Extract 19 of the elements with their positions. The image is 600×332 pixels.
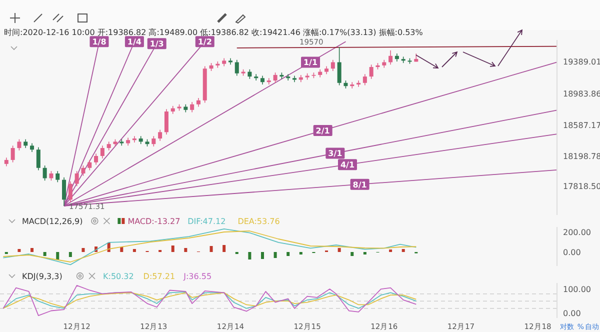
series-label: K:50.32 — [103, 272, 134, 281]
chart-title: MACD(12,26,9) — [22, 217, 83, 226]
legend-label: MACD:-13.27 — [128, 217, 180, 226]
y-tick-label: 0.00 — [563, 308, 581, 318]
series-label: DEA:53.76 — [238, 217, 280, 226]
series-label: 2/1 — [316, 126, 330, 136]
y-tick-label: 200.00 — [563, 228, 591, 237]
chart-title: KDJ(9,3,3) — [22, 272, 62, 281]
chart-title: 时间:2020-12-16 10:00 开:19386.82 高:19489.00 低:19386.82 收:19421.46 涨幅:0.17%(33.13) 振幅:0.53% — [4, 28, 424, 37]
series-label: DIF:47.12 — [188, 217, 226, 226]
series-label: 8/1 — [352, 180, 368, 190]
series-label: 1/1 — [303, 58, 318, 68]
legend-label: 4/1 — [340, 160, 355, 170]
series-label: D:57.21 — [143, 272, 176, 281]
y-tick-label: 19389.01 — [563, 57, 600, 66]
y-tick-label: 0.00 — [563, 248, 581, 257]
series-label: J:36.55 — [182, 272, 212, 281]
series-label: 3/1 — [328, 149, 343, 158]
y-tick-label: 100.00 — [563, 284, 591, 294]
